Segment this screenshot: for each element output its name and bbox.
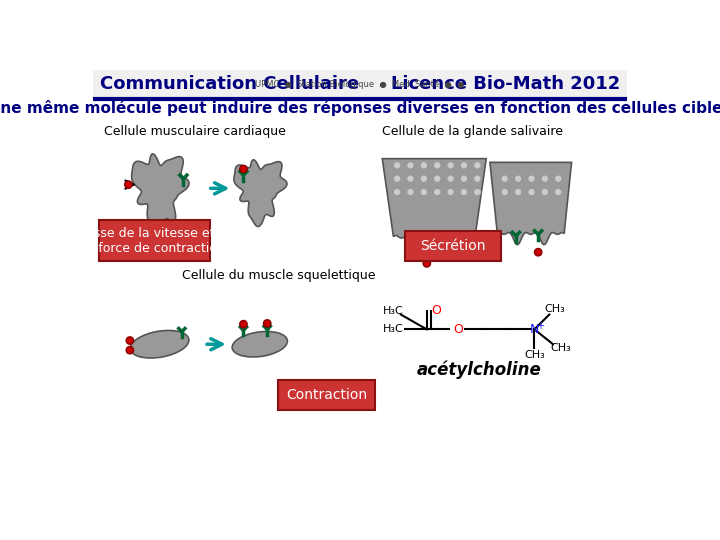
Circle shape: [474, 188, 481, 196]
FancyBboxPatch shape: [99, 220, 210, 261]
Circle shape: [433, 161, 441, 169]
Circle shape: [420, 161, 428, 169]
Circle shape: [393, 161, 401, 169]
Circle shape: [460, 161, 468, 169]
Polygon shape: [382, 159, 486, 250]
Text: Baisse de la vitesse et de
la force de contraction: Baisse de la vitesse et de la force de c…: [74, 227, 235, 255]
Circle shape: [433, 175, 441, 183]
Circle shape: [420, 188, 428, 196]
Text: Une même molécule peut induire des réponses diverses en fonction des cellules ci: Une même molécule peut induire des répon…: [0, 100, 720, 116]
Circle shape: [541, 188, 549, 196]
Text: Cellule de la glande salivaire: Cellule de la glande salivaire: [382, 125, 563, 138]
Circle shape: [420, 175, 428, 183]
Circle shape: [554, 175, 562, 183]
Circle shape: [264, 320, 271, 327]
Circle shape: [126, 347, 134, 354]
Ellipse shape: [146, 335, 173, 351]
Circle shape: [240, 320, 247, 328]
Text: Sécrétion: Sécrétion: [420, 239, 485, 253]
Circle shape: [240, 165, 247, 173]
Circle shape: [393, 175, 401, 183]
Text: Cellule musculaire cardiaque: Cellule musculaire cardiaque: [104, 125, 286, 138]
Text: O: O: [431, 305, 441, 318]
Circle shape: [528, 175, 535, 183]
Ellipse shape: [246, 179, 276, 198]
Circle shape: [407, 175, 414, 183]
Text: CH₃: CH₃: [544, 303, 565, 314]
Circle shape: [447, 161, 454, 169]
Circle shape: [447, 175, 454, 183]
Ellipse shape: [130, 330, 189, 358]
FancyBboxPatch shape: [405, 232, 501, 261]
Circle shape: [460, 175, 468, 183]
Circle shape: [528, 188, 535, 196]
Ellipse shape: [232, 332, 287, 357]
Circle shape: [407, 188, 414, 196]
Circle shape: [126, 337, 134, 344]
Circle shape: [514, 175, 522, 183]
Text: UPMC  ●  Station Biologique  ●  Med. Santé  ●  ●: UPMC ● Station Biologique ● Med. Santé ●…: [256, 80, 464, 89]
Circle shape: [433, 188, 441, 196]
Circle shape: [501, 188, 508, 196]
Text: Cellule du muscle squelettique: Cellule du muscle squelettique: [182, 268, 375, 281]
Text: acétylcholine: acétylcholine: [416, 361, 541, 380]
Text: Communication Cellulaire: Communication Cellulaire: [100, 76, 359, 93]
Ellipse shape: [246, 335, 271, 350]
Text: O: O: [453, 323, 463, 336]
Circle shape: [554, 188, 562, 196]
Circle shape: [501, 175, 508, 183]
Circle shape: [407, 161, 414, 169]
Text: +: +: [536, 321, 544, 330]
Circle shape: [460, 188, 468, 196]
Text: N: N: [530, 323, 539, 336]
Circle shape: [474, 175, 481, 183]
Circle shape: [541, 175, 549, 183]
Circle shape: [534, 248, 542, 256]
Circle shape: [393, 188, 401, 196]
Text: H₃C: H₃C: [383, 325, 404, 334]
FancyBboxPatch shape: [93, 70, 627, 99]
Circle shape: [447, 188, 454, 196]
Circle shape: [514, 188, 522, 196]
Text: CH₃: CH₃: [524, 350, 545, 360]
Text: Licence Bio-Math 2012: Licence Bio-Math 2012: [390, 76, 620, 93]
Ellipse shape: [147, 177, 179, 199]
Polygon shape: [490, 163, 572, 245]
Circle shape: [474, 161, 481, 169]
Polygon shape: [234, 160, 287, 227]
Text: H₃C: H₃C: [383, 306, 404, 316]
Circle shape: [423, 260, 431, 267]
FancyBboxPatch shape: [279, 380, 375, 409]
Circle shape: [125, 181, 132, 188]
Text: Contraction: Contraction: [286, 388, 367, 402]
Polygon shape: [132, 154, 189, 233]
Text: CH₃: CH₃: [550, 343, 571, 353]
